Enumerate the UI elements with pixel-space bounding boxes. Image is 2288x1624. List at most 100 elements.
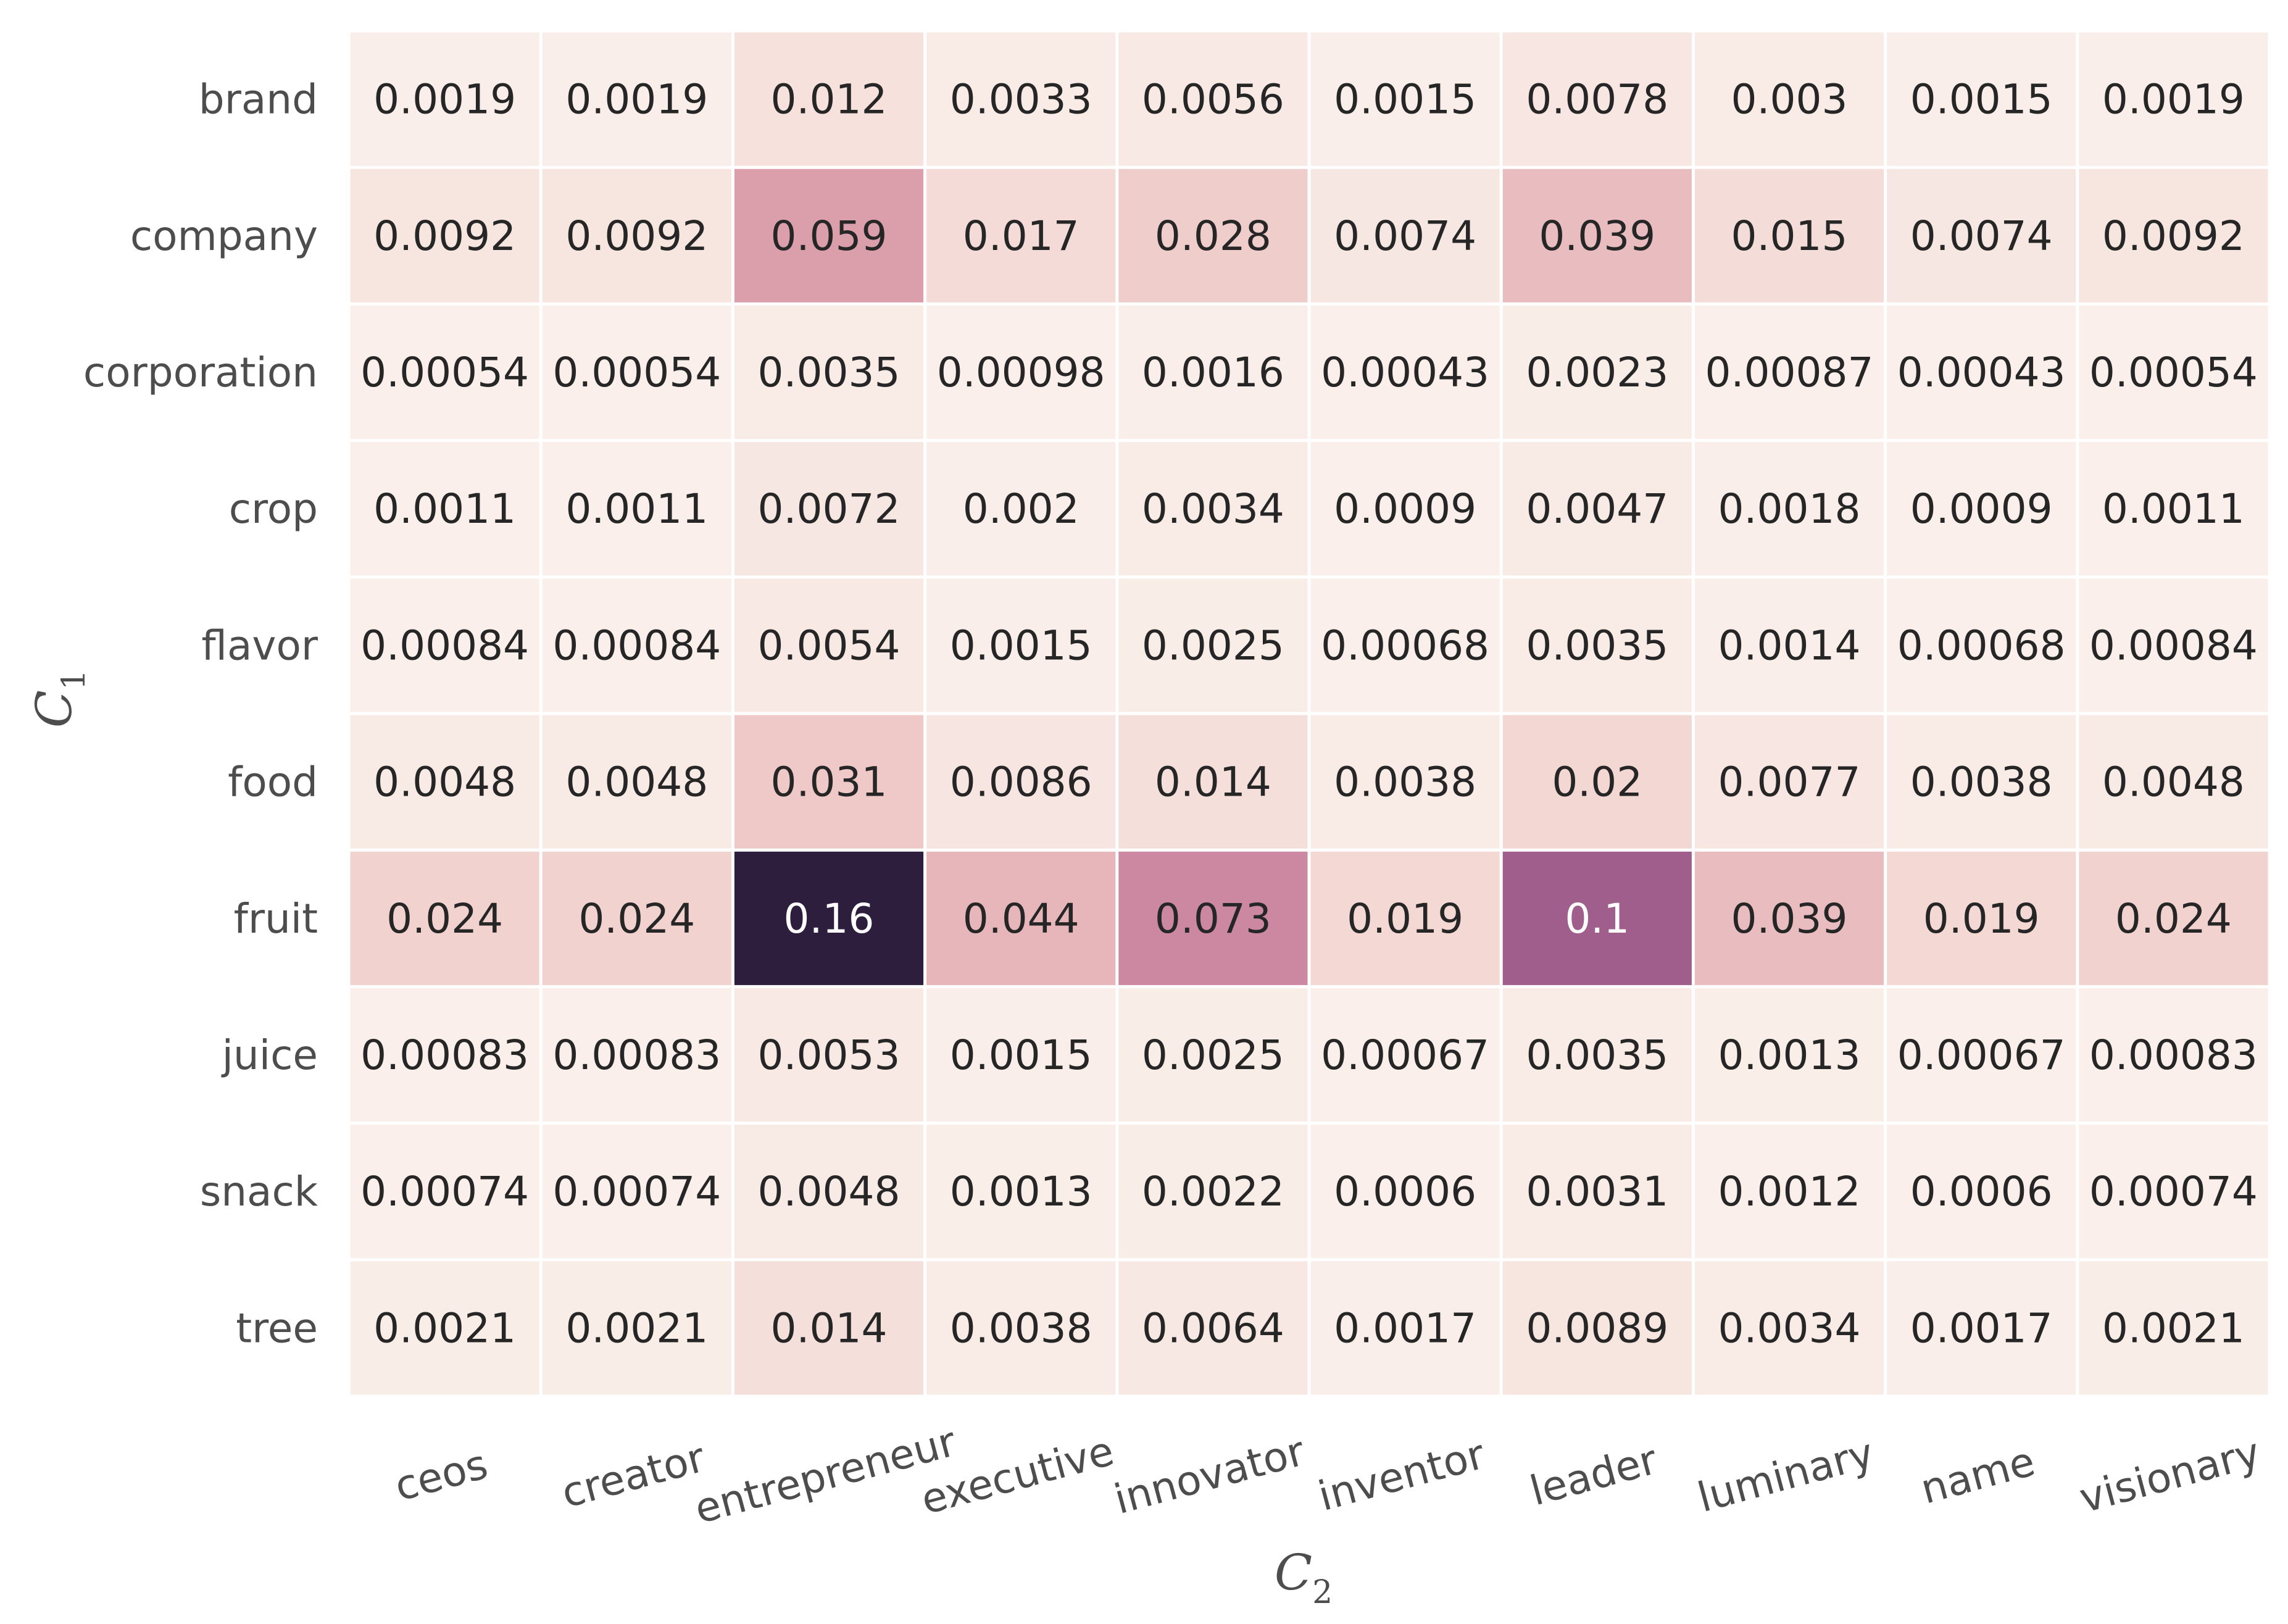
cell-value-label: 0.024 xyxy=(578,895,695,943)
heatmap-cell-crop-ceos xyxy=(350,442,539,576)
heatmap-cell-crop-inventor xyxy=(1310,442,1500,576)
cell-value-label: 0.0048 xyxy=(565,759,708,806)
cell-value-label: 0.0048 xyxy=(2102,759,2245,806)
cell-value-label: 0.014 xyxy=(1155,759,1271,806)
heatmap-cell-snack-name xyxy=(1887,1125,2076,1259)
heatmap-cell-fruit-inventor xyxy=(1310,851,1500,985)
cell-value-label: 0.0019 xyxy=(373,76,516,123)
y-tick-label-brand: brand xyxy=(199,76,318,123)
cell-value-label: 0.0015 xyxy=(1334,76,1476,123)
x-tick-label-entrepreneur: entrepreneur xyxy=(690,1418,962,1533)
cell-value-label: 0.0047 xyxy=(1526,485,1668,533)
heatmap-cell-company-luminary xyxy=(1694,169,1884,302)
cell-value-label: 0.012 xyxy=(771,76,888,123)
cell-value-label: 0.0022 xyxy=(1142,1168,1284,1215)
cell-value-label: 0.0016 xyxy=(1142,349,1284,396)
heatmap-cell-tree-visionary xyxy=(2079,1261,2268,1395)
cell-value-label: 0.00074 xyxy=(360,1168,529,1215)
heatmap-cell-brand-inventor xyxy=(1310,32,1500,166)
heatmap-cell-brand-luminary xyxy=(1694,32,1884,166)
cell-value-label: 0.019 xyxy=(1923,895,2040,943)
heatmap-cell-food-visionary xyxy=(2079,715,2268,849)
cell-value-label: 0.0056 xyxy=(1142,76,1284,123)
heatmap-cell-fruit-innovator xyxy=(1118,851,1308,985)
heatmap-cell-food-executive xyxy=(926,715,1116,849)
heatmap-cell-juice-executive xyxy=(926,988,1116,1122)
heatmap-cell-brand-visionary xyxy=(2079,32,2268,166)
heatmap-cell-company-visionary xyxy=(2079,169,2268,302)
cell-value-label: 0.039 xyxy=(1539,212,1655,260)
cell-value-label: 0.0015 xyxy=(950,622,1092,669)
cell-value-label: 0.0011 xyxy=(373,485,516,533)
heatmap-cell-food-leader xyxy=(1502,715,1692,849)
cell-value-label: 0.0017 xyxy=(1334,1304,1476,1352)
heatmap-cell-flavor-creator xyxy=(542,578,731,712)
heatmap-cell-brand-entrepreneur xyxy=(734,32,924,166)
heatmap-cell-brand-leader xyxy=(1502,32,1692,166)
cell-value-label: 0.0006 xyxy=(1910,1168,2053,1215)
heatmap-cell-snack-inventor xyxy=(1310,1125,1500,1259)
heatmap-cell-fruit-visionary xyxy=(2079,851,2268,985)
cell-value-label: 0.0021 xyxy=(2102,1304,2245,1352)
heatmap-cell-tree-inventor xyxy=(1310,1261,1500,1395)
heatmap-cell-flavor-inventor xyxy=(1310,578,1500,712)
cell-value-label: 0.0048 xyxy=(758,1168,901,1215)
cell-value-label: 0.00074 xyxy=(2089,1168,2258,1215)
x-tick-label-inventor: inventor xyxy=(1313,1430,1490,1520)
x-tick-label-visionary: visionary xyxy=(2074,1428,2265,1522)
heatmap-cell-company-inventor xyxy=(1310,169,1500,302)
cell-value-label: 0.039 xyxy=(1731,895,1848,943)
heatmap-cell-snack-ceos xyxy=(350,1125,539,1259)
cell-value-label: 0.00098 xyxy=(937,349,1105,396)
heatmap-cell-corporation-ceos xyxy=(350,305,539,439)
heatmap-cell-brand-innovator xyxy=(1118,32,1308,166)
cell-value-label: 0.00043 xyxy=(1897,349,2066,396)
y-tick-label-juice: juice xyxy=(221,1031,318,1079)
cell-value-label: 0.00054 xyxy=(552,349,721,396)
heatmap-cell-brand-name xyxy=(1887,32,2076,166)
heatmap-cell-crop-entrepreneur xyxy=(734,442,924,576)
heatmap-cells xyxy=(350,32,2268,1395)
heatmap-cell-corporation-visionary xyxy=(2079,305,2268,439)
cell-value-label: 0.0021 xyxy=(373,1304,516,1352)
y-axis-tick-labels: brand company corporation crop flavor food fru… xyxy=(83,76,318,1352)
heatmap-cell-brand-creator xyxy=(542,32,731,166)
cell-value-label: 0.015 xyxy=(1731,212,1848,260)
cell-value-label: 0.0019 xyxy=(565,76,708,123)
heatmap-cell-company-name xyxy=(1887,169,2076,302)
heatmap-cell-fruit-entrepreneur xyxy=(734,851,924,985)
cell-value-label: 0.0019 xyxy=(2102,76,2245,123)
cell-value-label: 0.0025 xyxy=(1142,1031,1284,1079)
heatmap-cell-corporation-name xyxy=(1887,305,2076,439)
cell-value-label: 0.00054 xyxy=(360,349,529,396)
cell-value-label: 0.0014 xyxy=(1718,622,1861,669)
heatmap-cell-corporation-entrepreneur xyxy=(734,305,924,439)
cell-value-label: 0.0012 xyxy=(1718,1168,1861,1215)
y-axis-label: C1 xyxy=(25,670,93,728)
heatmap-cell-food-ceos xyxy=(350,715,539,849)
heatmap-cell-tree-leader xyxy=(1502,1261,1692,1395)
heatmap-cell-fruit-name xyxy=(1887,851,2076,985)
y-tick-label-crop: crop xyxy=(229,485,318,533)
cell-value-label: 0.02 xyxy=(1552,759,1642,806)
heatmap-cell-corporation-leader xyxy=(1502,305,1692,439)
cell-value-label: 0.0086 xyxy=(950,759,1092,806)
cell-value-label: 0.0015 xyxy=(1910,76,2053,123)
heatmap-cell-juice-inventor xyxy=(1310,988,1500,1122)
heatmap-cell-corporation-luminary xyxy=(1694,305,1884,439)
cell-value-label: 0.028 xyxy=(1155,212,1271,260)
cell-value-label: 0.059 xyxy=(771,212,888,260)
cell-value-label: 0.0017 xyxy=(1910,1304,2053,1352)
cell-value-label: 0.0011 xyxy=(2102,485,2245,533)
heatmap-cell-flavor-entrepreneur xyxy=(734,578,924,712)
heatmap-cell-fruit-leader xyxy=(1502,851,1692,985)
cell-value-label: 0.0092 xyxy=(2102,212,2245,260)
cell-value-label: 0.00084 xyxy=(552,622,721,669)
heatmap-cell-corporation-innovator xyxy=(1118,305,1308,439)
cell-value-label: 0.024 xyxy=(386,895,503,943)
cell-value-label: 0.0092 xyxy=(373,212,516,260)
heatmap-cell-crop-creator xyxy=(542,442,731,576)
heatmap-cell-company-innovator xyxy=(1118,169,1308,302)
heatmap-cell-juice-leader xyxy=(1502,988,1692,1122)
cell-value-label: 0.00083 xyxy=(552,1031,721,1079)
